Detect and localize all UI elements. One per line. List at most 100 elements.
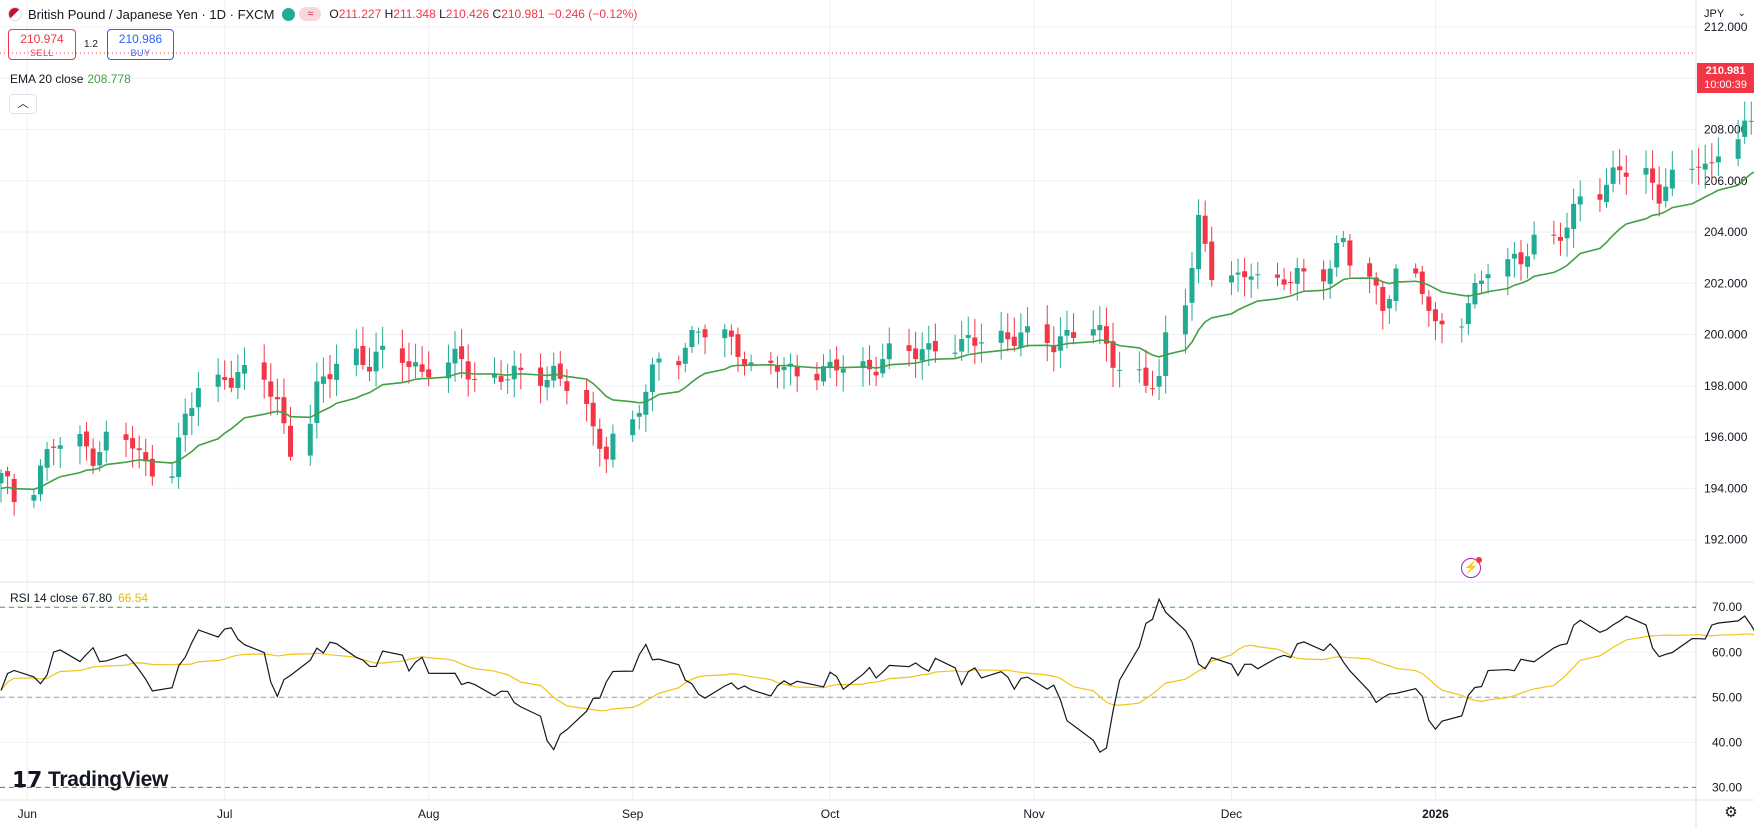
- candle-body: [360, 346, 366, 365]
- candle-body: [1551, 234, 1557, 236]
- candle-body: [1228, 275, 1234, 283]
- gear-icon[interactable]: ⚙: [1724, 804, 1738, 821]
- candle-body: [459, 346, 465, 360]
- candle-body: [314, 381, 320, 423]
- candle-body: [97, 452, 103, 466]
- candle-body: [610, 433, 616, 460]
- symbol-title[interactable]: British Pound / Japanese Yen · 1D · FXCM: [28, 6, 275, 22]
- candle-body: [1189, 267, 1195, 303]
- currency-label: JPY: [1704, 8, 1725, 20]
- ema-legend-label: EMA 20 close: [10, 72, 84, 86]
- delayed-data-badge: ≈: [299, 7, 322, 21]
- candle-body: [1051, 345, 1057, 353]
- candle-body: [1235, 272, 1241, 275]
- candle-body: [465, 361, 471, 380]
- sell-price: 210.974: [20, 32, 64, 46]
- flash-icon[interactable]: ⚡: [1461, 557, 1482, 578]
- candle-body: [643, 391, 649, 415]
- candle-body: [1367, 263, 1373, 277]
- candle-body: [426, 369, 432, 378]
- candle-body: [932, 341, 938, 352]
- candle-body: [1340, 238, 1346, 243]
- price-tick-label: 200.000: [1704, 328, 1748, 342]
- candle-body: [518, 367, 524, 371]
- candle-body: [886, 343, 892, 360]
- buy-button[interactable]: 210.986 BUY: [107, 29, 174, 60]
- candle-body: [1465, 303, 1471, 325]
- candle-body: [774, 365, 780, 372]
- candle-body: [1643, 168, 1649, 175]
- rsi-legend[interactable]: RSI 14 close 67.80 66.54: [10, 591, 148, 605]
- price-tick-label: 198.000: [1704, 379, 1748, 393]
- candle-body: [472, 378, 478, 380]
- candle-body: [926, 343, 932, 350]
- candle-body: [1617, 166, 1623, 171]
- candle-body: [972, 337, 978, 346]
- candle-body: [1604, 184, 1610, 203]
- candle-body: [722, 329, 728, 339]
- candle-body: [498, 376, 504, 382]
- rsi-tick-label: 70.00: [1712, 600, 1742, 614]
- candle-body: [649, 364, 655, 392]
- candle-body: [1097, 325, 1103, 331]
- currency-selector[interactable]: JPY ⌄: [1700, 4, 1746, 24]
- candle-body: [538, 367, 544, 386]
- time-tick-label: Oct: [821, 807, 840, 821]
- buy-price: 210.986: [118, 32, 163, 46]
- candle-body: [1459, 326, 1465, 328]
- time-tick-label: Aug: [418, 807, 439, 821]
- collapse-legend-button[interactable]: ︿: [9, 94, 37, 114]
- candle-body: [1715, 156, 1721, 163]
- low-value: 210.426: [445, 7, 490, 21]
- candle-body: [1623, 172, 1629, 177]
- open-value: 211.227: [338, 7, 382, 21]
- gbp-flag-icon: [8, 7, 22, 21]
- candle-body: [682, 347, 688, 364]
- candle-body: [189, 408, 195, 416]
- candle-body: [1103, 326, 1109, 344]
- candle-body: [235, 371, 241, 389]
- rsi-legend-label: RSI 14 close: [10, 591, 79, 605]
- candle-body: [603, 446, 609, 460]
- buy-label: BUY: [130, 48, 151, 58]
- candle-body: [149, 458, 155, 477]
- candle-body: [1669, 169, 1675, 189]
- candle-body: [1531, 234, 1537, 255]
- candle-body: [557, 363, 563, 379]
- tradingview-logo-text: TradingView: [48, 768, 169, 791]
- price-tick-label: 196.000: [1704, 430, 1748, 444]
- candle-body: [1426, 296, 1432, 311]
- candle-body: [11, 478, 17, 503]
- high-value: 211.348: [393, 7, 436, 21]
- candle-body: [399, 348, 405, 363]
- bar-countdown: 10:00:39: [1704, 79, 1747, 91]
- candle-body: [1064, 329, 1070, 336]
- ema-legend[interactable]: EMA 20 close 208.778: [10, 72, 131, 86]
- sell-button[interactable]: 210.974 SELL: [8, 29, 76, 60]
- candle-body: [57, 445, 63, 449]
- candle-body: [1656, 184, 1662, 204]
- tradingview-logo[interactable]: 𝟭𝟳 TradingView: [12, 767, 168, 793]
- candle-body: [1071, 332, 1077, 338]
- candle-body: [781, 366, 787, 371]
- candle-body: [1610, 167, 1616, 184]
- close-value: 210.981: [501, 7, 545, 21]
- candle-body: [90, 448, 96, 466]
- candle-body: [742, 358, 748, 367]
- ema-line: [0, 171, 1754, 491]
- candle-body: [1182, 305, 1188, 335]
- chevron-down-icon: ⌄: [1737, 8, 1746, 19]
- ema-legend-value: 208.778: [87, 72, 131, 86]
- candle-body: [31, 494, 37, 501]
- candle-body: [169, 476, 175, 478]
- rsi-tick-label: 60.00: [1712, 645, 1742, 659]
- candle-body: [1024, 326, 1030, 333]
- candle-body: [1117, 369, 1123, 371]
- candle-body: [978, 342, 984, 344]
- candle-body: [1663, 186, 1669, 202]
- candle-body: [228, 377, 234, 388]
- sell-label: SELL: [29, 48, 55, 58]
- tradingview-logo-icon: 𝟭𝟳: [12, 767, 43, 792]
- candle-body: [1321, 269, 1327, 282]
